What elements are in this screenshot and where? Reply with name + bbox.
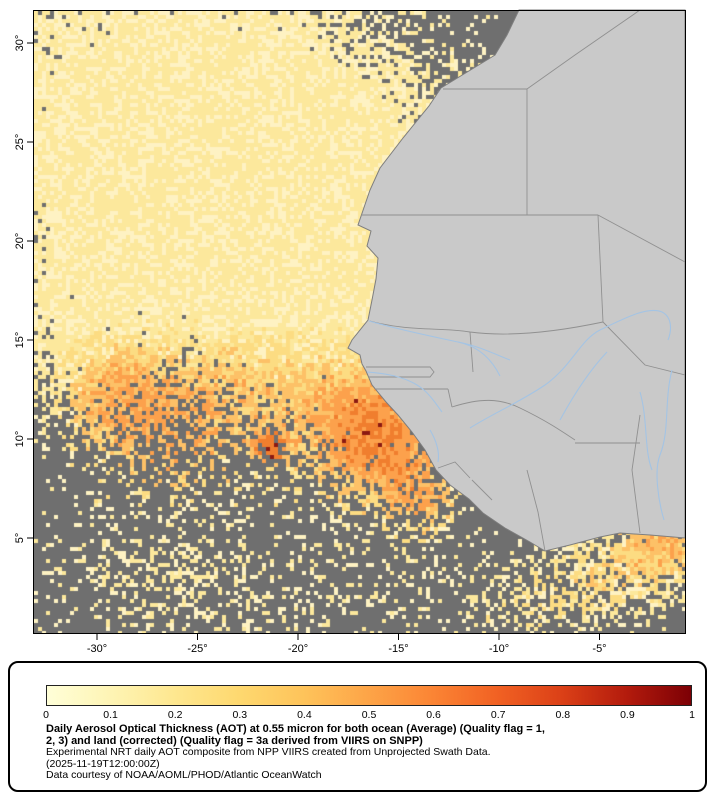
map-area: 30° 25° 20° 15° 10° 5° -30° -25° -20° -15° -10° -5° (14, 9, 686, 655)
legend-credit: Data courtesy of NOAA/AOML/PHOD/Atlantic… (46, 769, 322, 781)
legend-note-date: (2025-11-19T12:00:00Z) (46, 757, 160, 770)
rivers (366, 309, 673, 521)
lon-axis-label: -25° (187, 643, 207, 655)
colorbar (46, 685, 692, 706)
legend-title-line1: Daily Aerosol Optical Thickness (AOT) at… (46, 723, 545, 735)
colorbar-tick-label: 0.1 (103, 709, 118, 721)
lon-axis-label: -15° (388, 643, 408, 655)
colorbar-tick-labels: 0 0.1 0.2 0.3 0.4 0.5 0.6 0.7 0.8 0.9 1 (43, 709, 695, 722)
lat-axis-label: 10° (14, 431, 26, 448)
map-overlay-svg: 30° 25° 20° 15° 10° 5° -30° -25° -20° -15° -10° -5° (14, 9, 686, 655)
colorbar-tick-label: 0.4 (297, 709, 312, 721)
legend-note-line1: Experimental NRT daily AOT composite fro… (46, 746, 491, 758)
lon-axis-label: -20° (288, 643, 308, 655)
lat-axis-label: 25° (14, 134, 26, 151)
colorbar-tick-label: 0 (43, 709, 49, 721)
colorbar-tick-label: 0.2 (167, 709, 183, 721)
legend-text: Daily Aerosol Optical Thickness (AOT) at… (46, 723, 696, 782)
colorbar-tick-label: 1 (689, 709, 695, 721)
legend-title-line2: 2, 3) and land (corrected) (Quality flag… (46, 734, 423, 747)
lat-axis-label: 5° (14, 533, 26, 544)
land-region (347, 9, 686, 552)
lon-axis-label: -30° (87, 643, 107, 655)
lon-axis-label: -5° (592, 643, 606, 655)
colorbar-tick-label: 0.9 (620, 709, 635, 721)
map-frame (33, 10, 686, 634)
colorbar-tick-label: 0.8 (555, 709, 571, 721)
lat-axis-label: 30° (14, 35, 26, 52)
colorbar-tick-label: 0.5 (361, 709, 377, 721)
colorbar-tick-label: 0.7 (490, 709, 506, 721)
lon-axis-label: -10° (489, 643, 509, 655)
colorbar-tick-label: 0.6 (426, 709, 441, 721)
axes: 30° 25° 20° 15° 10° 5° -30° -25° -20° -15° -10° -5° (14, 35, 607, 655)
lat-axis-label: 20° (14, 233, 26, 250)
lat-axis-label: 15° (14, 332, 26, 349)
colorbar-tick-label: 0.3 (232, 709, 248, 721)
legend-panel: 0 0.1 0.2 0.3 0.4 0.5 0.6 0.7 0.8 0.9 1 Daily Aero… (8, 661, 707, 792)
